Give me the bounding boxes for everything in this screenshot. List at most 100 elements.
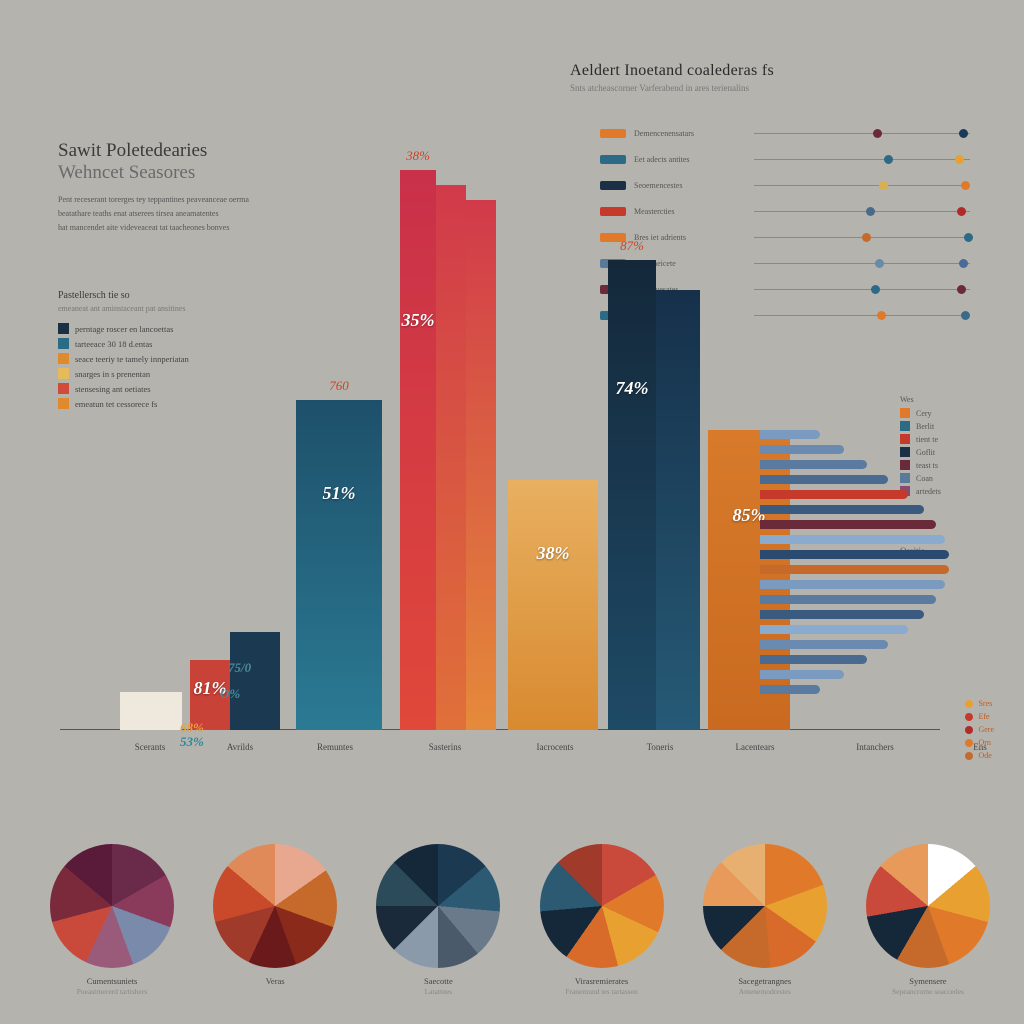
spark-dot: [961, 181, 970, 190]
pie-sublabel: Amenemodrestes: [703, 987, 827, 996]
bar-group: 81%: [190, 632, 280, 730]
pie-label: Symensere: [866, 976, 990, 987]
fan-stripe: [760, 610, 924, 619]
side-dot: [965, 713, 973, 721]
fan-stripe: [760, 685, 820, 694]
x-axis-label: Remuntes: [317, 742, 353, 752]
bar-value: 74%: [608, 378, 656, 399]
fan-stripe: [760, 580, 945, 589]
spark-dot: [871, 285, 880, 294]
pie-label: Virasremierates: [540, 976, 664, 987]
fan-stripe: [760, 625, 908, 634]
pie-chart: [376, 844, 500, 968]
fan-stripe: [760, 565, 949, 574]
bar: [120, 692, 182, 730]
bar: [656, 290, 700, 730]
x-axis-label: Lacentears: [736, 742, 775, 752]
pie-sublabel: Latattnes: [376, 987, 500, 996]
bar-group: 87%74%: [608, 260, 700, 730]
bar-group: 76051%: [296, 400, 382, 730]
bar: 76051%: [296, 400, 382, 730]
pie-chart: [540, 844, 664, 968]
spark-dot: [961, 311, 970, 320]
top-right-title: Aeldert Inoetand coalederas fs Snts atch…: [570, 62, 990, 93]
fan-stripe: [760, 430, 820, 439]
spark-dot: [866, 207, 875, 216]
bar: 87%74%: [608, 260, 656, 730]
floating-label: O%: [220, 686, 240, 702]
side-dot-item: Gere: [965, 725, 994, 734]
fan-stripe: [760, 655, 867, 664]
pie-label: Veras: [213, 976, 337, 987]
fan-stripe: [760, 535, 945, 544]
pie-chart: [866, 844, 990, 968]
pie-wrap: SymensereSepeancrome seaccedes: [866, 844, 990, 996]
side-dot: [965, 752, 973, 760]
pie-row: CumentsunietsPoeastrnererd tartishersVer…: [50, 844, 990, 996]
bar: 38%: [508, 480, 598, 730]
x-axis-label: Iacrocents: [537, 742, 574, 752]
bar: [230, 632, 280, 730]
mini-swatch: [900, 408, 910, 418]
fan-stripe: [760, 595, 936, 604]
spark-dot: [875, 259, 884, 268]
pie-sublabel: Poeastrnererd tartishers: [50, 987, 174, 996]
side-dot-label: Efe: [978, 712, 989, 721]
side-dot-legend: Sres Efe Gere Orn Ode: [965, 699, 994, 764]
spark-dot: [884, 155, 893, 164]
bar-group: 38%: [508, 480, 598, 730]
x-axis-label: Toneris: [647, 742, 674, 752]
bar-chart: 81%76051%38%35%38%87%74%85%ScerantsAvril…: [60, 120, 820, 760]
tr-sub: Snts atcheascorner Varferabend in ares t…: [570, 83, 990, 93]
spark-dot: [873, 129, 882, 138]
pie-sublabel: Franemund tes tartassen: [540, 987, 664, 996]
floating-label: 75/0: [228, 660, 251, 676]
bar-value: 51%: [296, 483, 382, 504]
side-dot-label: Orn: [978, 738, 990, 747]
fan-stripe: [760, 520, 936, 529]
fan-stripe: [760, 475, 888, 484]
spark-dot: [877, 311, 886, 320]
side-dot: [965, 700, 973, 708]
pie-wrap: SaecotteLatattnes: [376, 844, 500, 996]
x-axis-label: Avrilds: [227, 742, 253, 752]
bar-top-value: 87%: [608, 238, 656, 260]
fan-stripe: [760, 505, 924, 514]
bar: [466, 200, 496, 730]
bar: 38%35%: [400, 170, 436, 730]
pie-chart: [703, 844, 827, 968]
spark-dot: [957, 285, 966, 294]
pie-sublabel: Sepeancrome seaccedes: [866, 987, 990, 996]
x-axis-label: Intanchers: [856, 742, 893, 752]
fan-stripe: [760, 445, 844, 454]
bar-top-value: 38%: [400, 148, 436, 170]
tr-main: Aeldert Inoetand coalederas fs: [570, 62, 990, 80]
pie-wrap: SacegetrangnesAmenemodrestes: [703, 844, 827, 996]
pie-wrap: VirasremieratesFranemund tes tartassen: [540, 844, 664, 996]
x-axis-label: Sasterins: [429, 742, 462, 752]
fan-stripe: [760, 490, 908, 499]
fan-stripe: [760, 460, 867, 469]
bar-value: 35%: [400, 310, 436, 331]
side-dot-item: Orn: [965, 738, 994, 747]
side-dot: [965, 726, 973, 734]
fan-stripe: [760, 670, 844, 679]
fan-stripe: [760, 550, 949, 559]
spark-dot: [957, 207, 966, 216]
pie-chart: [50, 844, 174, 968]
mini-legend-item: Cery: [900, 408, 941, 418]
pie-chart: [213, 844, 337, 968]
mini-label: Cery: [916, 409, 932, 418]
side-dot-item: Ode: [965, 751, 994, 760]
floating-label: 53%: [180, 734, 204, 750]
spark-dot: [959, 259, 968, 268]
spark-dot: [879, 181, 888, 190]
bar-value: 38%: [508, 543, 598, 564]
bar: [436, 185, 466, 730]
pie-label: Sacegetrangnes: [703, 976, 827, 987]
bar-top-value: 760: [296, 378, 382, 400]
side-dot-label: Sres: [978, 699, 992, 708]
stripe-fan: [760, 430, 960, 730]
fan-stripe: [760, 640, 888, 649]
bar-group: 38%35%: [400, 170, 496, 730]
